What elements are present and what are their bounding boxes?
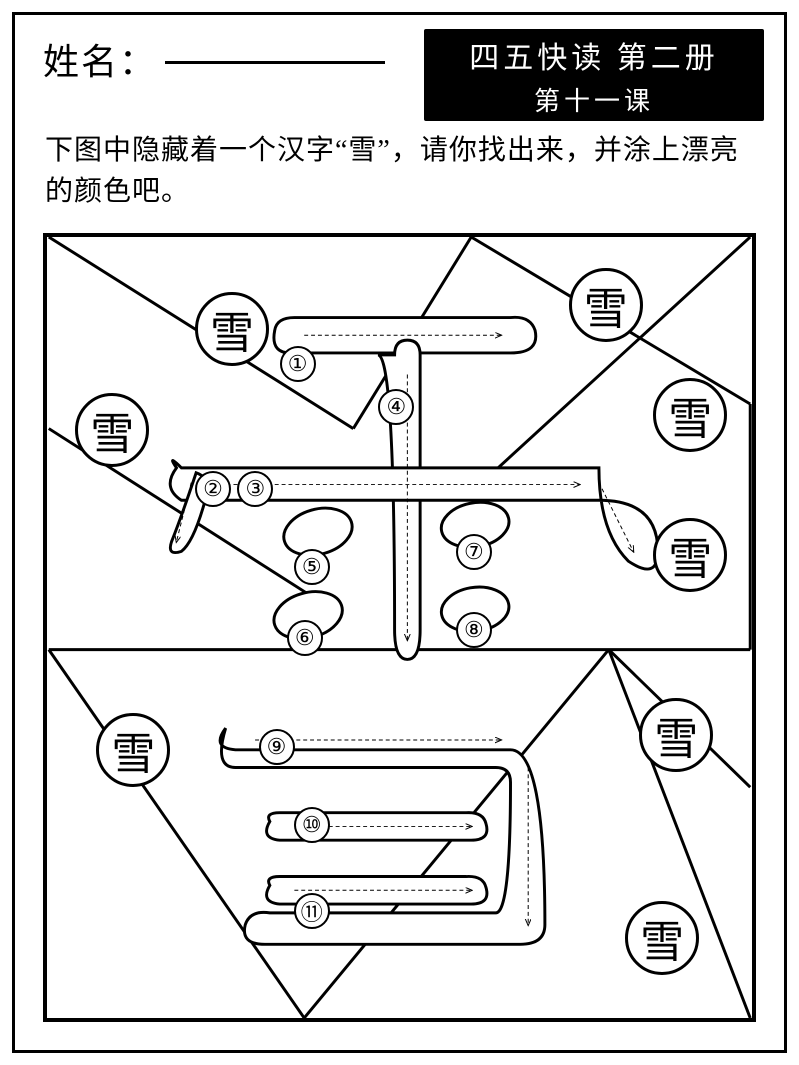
stroke-number: ⑦ <box>456 534 492 570</box>
circle-char: 雪 <box>639 698 713 772</box>
puzzle-area: 雪雪雪雪雪雪雪雪 ①④②③⑤⑦⑥⑧⑨⑩⑪ <box>43 233 756 1022</box>
circle-char: 雪 <box>195 292 269 366</box>
stroke-number: ⑧ <box>456 612 492 648</box>
character-strokes <box>170 317 658 944</box>
worksheet-page: 姓名： 四五快读 第二册 第十一课 下图中隐藏着一个汉字“雪”，请你找出来，并涂… <box>12 12 787 1053</box>
circle-char: 雪 <box>653 518 727 592</box>
stroke-number: ⑨ <box>259 729 295 765</box>
circle-char: 雪 <box>75 393 149 467</box>
char-stroke <box>284 508 352 555</box>
title-box: 四五快读 第二册 第十一课 <box>424 29 764 121</box>
circle-char: 雪 <box>625 901 699 975</box>
puzzle-svg <box>47 237 752 1018</box>
name-label: 姓名： <box>43 33 157 85</box>
stroke-number: ⑥ <box>287 620 323 656</box>
stroke-number: ⑤ <box>294 549 330 585</box>
title-main: 四五快读 第二册 <box>424 33 764 77</box>
stroke-number: ⑩ <box>294 807 330 843</box>
instruction-text: 下图中隐藏着一个汉字“雪”，请你找出来，并涂上漂亮的颜色吧。 <box>15 125 784 224</box>
header: 姓名： 四五快读 第二册 第十一课 <box>15 15 784 125</box>
circle-char: 雪 <box>569 268 643 342</box>
circle-char: 雪 <box>653 378 727 452</box>
stroke-number: ① <box>280 346 316 382</box>
name-input-line[interactable] <box>165 61 385 64</box>
title-sub: 第十一课 <box>424 81 764 118</box>
stroke-number: ⑪ <box>294 893 330 929</box>
